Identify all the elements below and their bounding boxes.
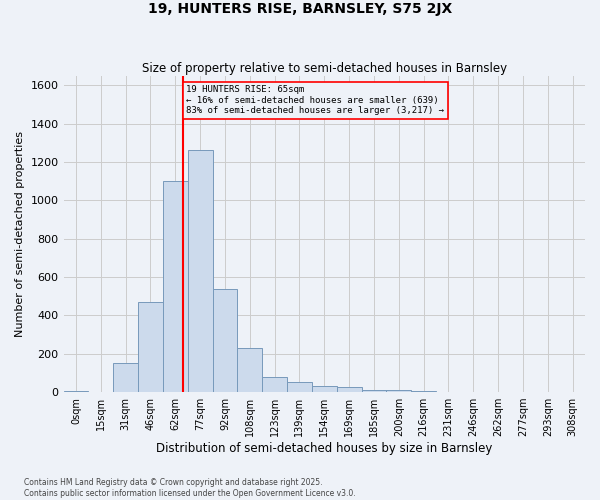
Bar: [188, 150, 212, 392]
Bar: [312, 386, 337, 392]
Bar: [262, 376, 287, 392]
Bar: [337, 388, 362, 392]
Bar: [163, 181, 188, 392]
Bar: [362, 390, 386, 392]
Bar: [64, 391, 88, 392]
Text: Contains HM Land Registry data © Crown copyright and database right 2025.
Contai: Contains HM Land Registry data © Crown c…: [24, 478, 356, 498]
Title: Size of property relative to semi-detached houses in Barnsley: Size of property relative to semi-detach…: [142, 62, 507, 74]
Bar: [411, 390, 436, 392]
Y-axis label: Number of semi-detached properties: Number of semi-detached properties: [15, 131, 25, 337]
Bar: [287, 382, 312, 392]
Bar: [138, 302, 163, 392]
Text: 19, HUNTERS RISE, BARNSLEY, S75 2JX: 19, HUNTERS RISE, BARNSLEY, S75 2JX: [148, 2, 452, 16]
Text: 19 HUNTERS RISE: 65sqm
← 16% of semi-detached houses are smaller (639)
83% of se: 19 HUNTERS RISE: 65sqm ← 16% of semi-det…: [187, 86, 445, 115]
Bar: [212, 288, 238, 392]
Bar: [238, 348, 262, 392]
Bar: [113, 364, 138, 392]
Bar: [386, 390, 411, 392]
X-axis label: Distribution of semi-detached houses by size in Barnsley: Distribution of semi-detached houses by …: [156, 442, 493, 455]
